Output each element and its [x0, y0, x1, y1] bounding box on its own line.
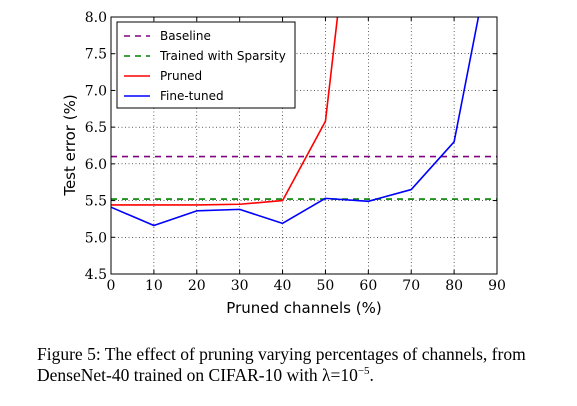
x-tick-label: 60 [359, 278, 377, 294]
x-tick-label: 20 [188, 278, 206, 294]
y-tick-label: 7.0 [85, 83, 107, 99]
series-line-pruned [111, 17, 339, 206]
x-tick-label: 40 [274, 278, 292, 294]
caption-text: Figure 5: The effect of pruning varying … [37, 344, 526, 385]
legend-label-pruned: Pruned [160, 69, 202, 83]
x-tick-label: 90 [488, 278, 506, 294]
y-tick-label: 4.5 [85, 267, 107, 283]
y-axis-label: Test error (%) [61, 94, 79, 196]
y-tick-labels: 4.5 5.0 5.5 6.0 6.5 7.0 7.5 8.0 [85, 10, 107, 283]
x-tick-label: 10 [145, 278, 163, 294]
x-tick-label: 70 [402, 278, 420, 294]
legend: Baseline Trained with Sparsity Pruned Fine-… [116, 21, 296, 109]
y-tick-label: 6.0 [85, 157, 107, 173]
legend-label-fine-tuned: Fine-tuned [160, 89, 224, 103]
x-tick-label: 30 [231, 278, 249, 294]
x-tick-label: 0 [107, 278, 116, 294]
caption-end: . [369, 365, 374, 385]
caption-exponent: −5 [357, 365, 370, 378]
series-layer [111, 17, 497, 227]
x-tick-label: 80 [445, 278, 463, 294]
chart: 0 10 20 30 40 50 60 70 80 90 4.5 5.0 5.5 6.0 6.5 7.0 7.… [61, 10, 506, 317]
y-tick-label: 6.5 [85, 120, 107, 136]
ticks [110, 16, 498, 275]
y-tick-label: 5.0 [85, 230, 107, 246]
legend-label-baseline: Baseline [160, 29, 211, 43]
series-line-fine-tuned [111, 17, 480, 227]
y-tick-label: 7.5 [85, 47, 107, 63]
x-tick-label: 50 [317, 278, 335, 294]
figure-caption: Figure 5: The effect of pruning varying … [37, 344, 567, 386]
x-axis-label: Pruned channels (%) [226, 299, 381, 317]
legend-label-trained-with-sparsity: Trained with Sparsity [159, 49, 286, 63]
x-tick-labels: 0 10 20 30 40 50 60 70 80 90 [107, 278, 506, 294]
plot-frame [110, 16, 498, 275]
y-tick-label: 8.0 [85, 10, 107, 26]
y-tick-label: 5.5 [85, 194, 107, 210]
